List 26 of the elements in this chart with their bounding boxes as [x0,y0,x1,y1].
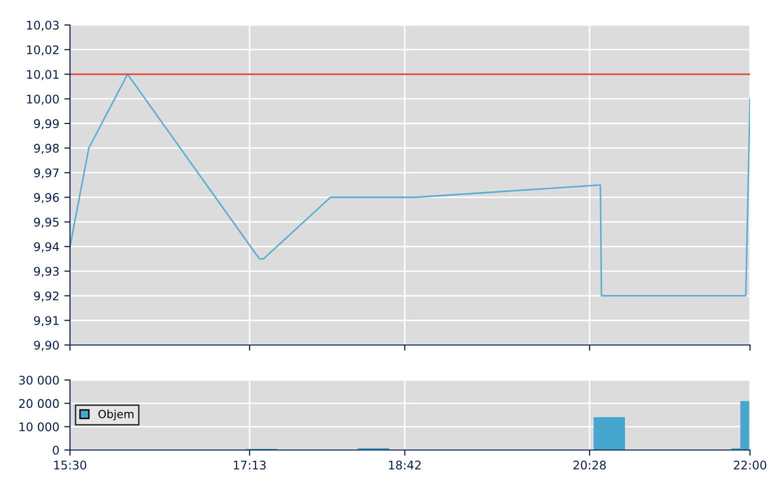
y-tick-label: 10 000 [20,422,59,432]
x-tick-label: 22:00 [734,460,766,470]
y-tick-label: 9,95 [34,218,59,228]
x-tick-label: 15:30 [54,460,86,470]
y-tick-label: 10,00 [27,94,59,105]
y-tick-label: 9,93 [34,266,59,278]
x-tick-label: 18:42 [389,460,421,470]
y-tick-label: 10,01 [27,70,58,80]
bar [594,417,625,450]
y-tick-label: 9,97 [34,168,59,179]
x-tick-label: 20:28 [573,460,606,470]
y-tick-label: 9,91 [34,316,58,326]
y-tick-label: 9,94 [34,242,59,252]
line-series [70,73,750,297]
y-tick-label: 20 000 [19,399,59,408]
y-tick-label: 0 [52,446,59,455]
y-tick-label: 10,03 [27,20,59,31]
y-tick-label: 9,92 [34,291,58,302]
y-tick-label: 9,99 [34,119,59,130]
y-tick-label: 9,98 [34,144,59,154]
y-tick-label: 9,90 [34,340,59,351]
y-tick-label: 10,02 [27,45,58,56]
x-tick-label: 17:13 [234,460,266,470]
y-tick-label: 9,96 [34,193,59,204]
y-tick-label: 30 000 [19,376,59,385]
legend-label: Objem [98,410,134,420]
